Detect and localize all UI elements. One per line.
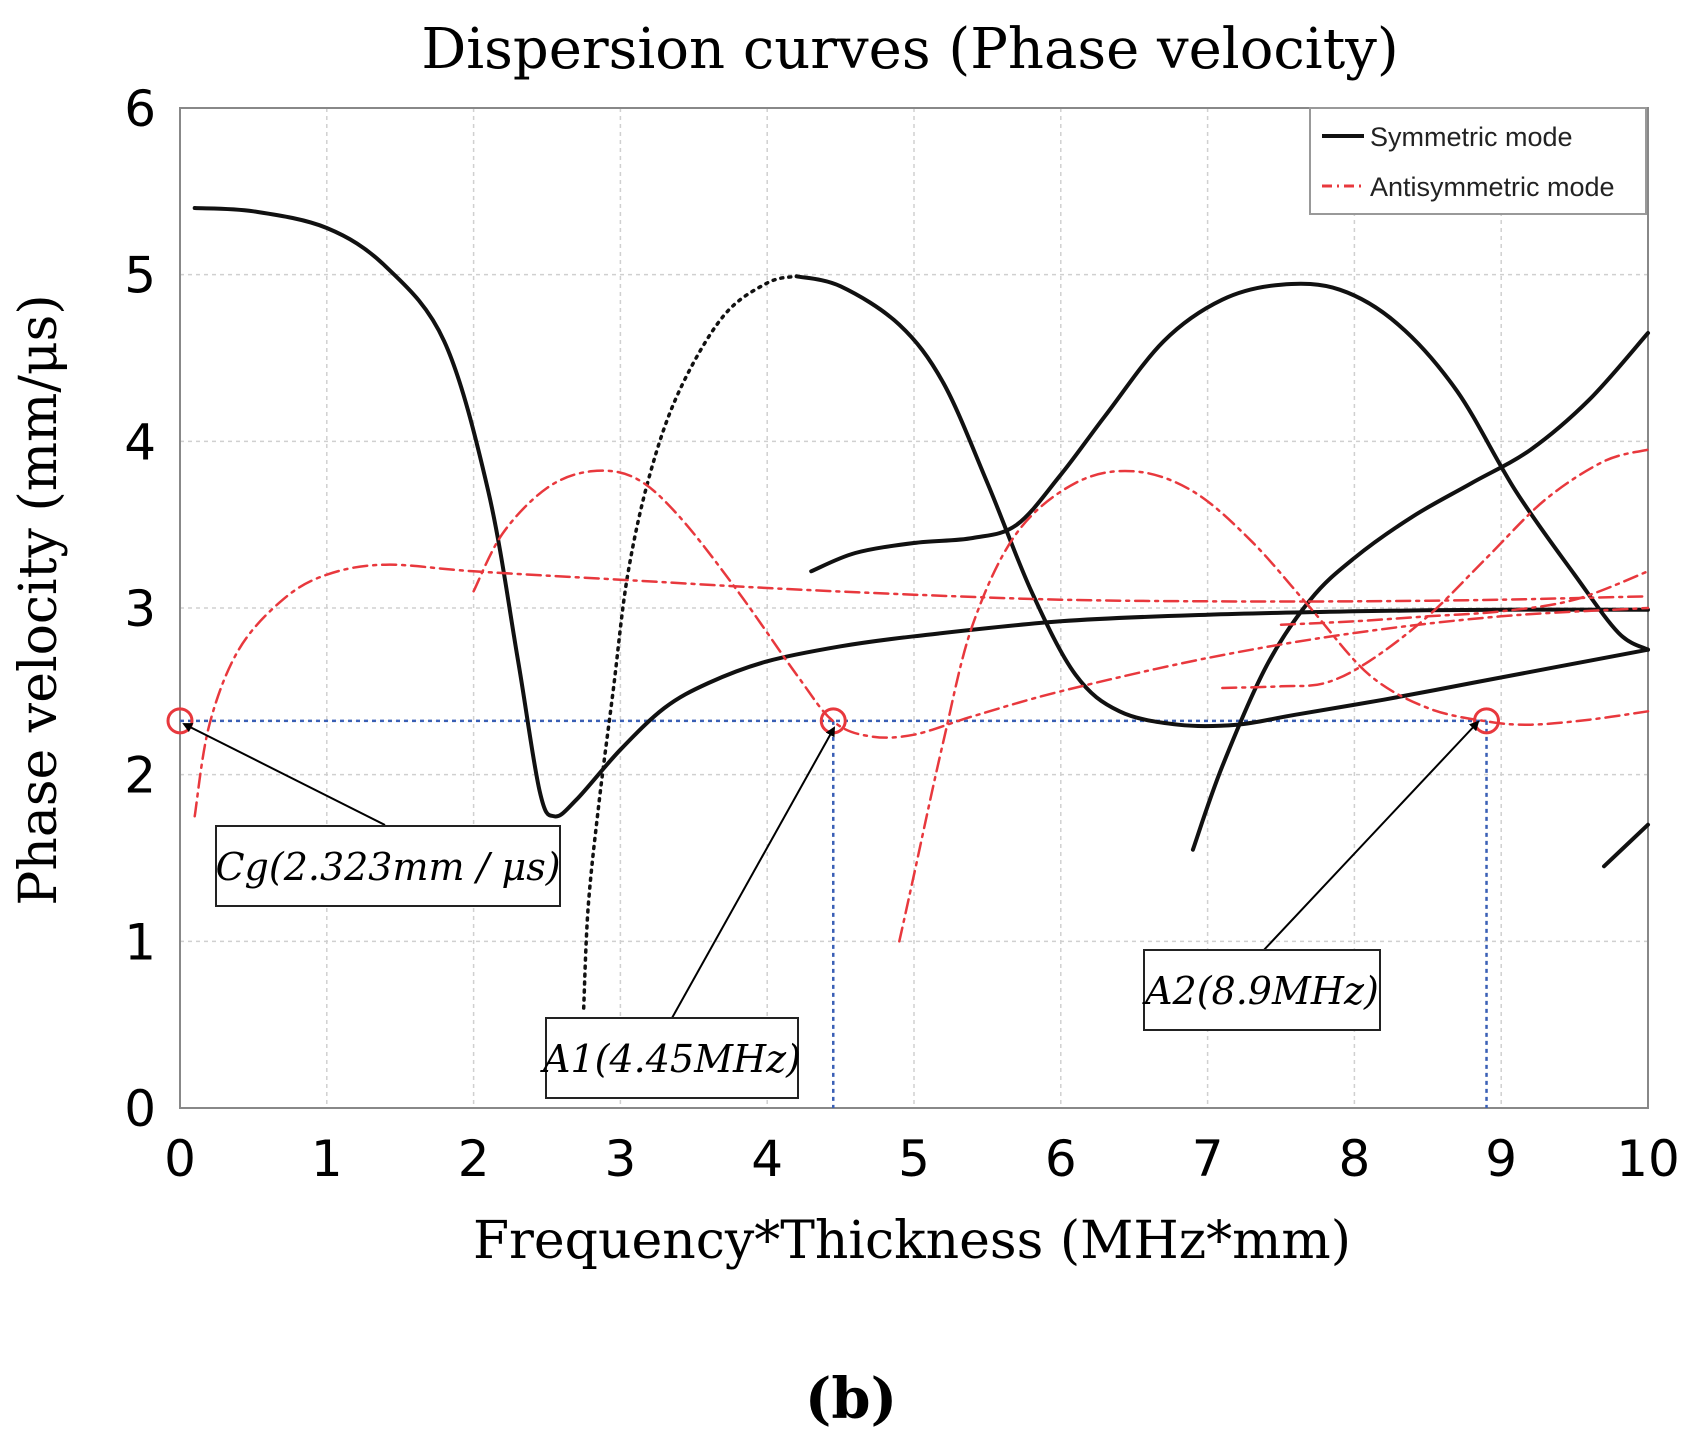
symmetric-mode-curve-4	[1190, 331, 1650, 852]
x-tick-label-2: 2	[458, 1130, 490, 1188]
x-tick-label-6: 6	[1045, 1130, 1077, 1188]
annotation-box-cg	[215, 825, 561, 907]
x-tick-label-3: 3	[604, 1130, 636, 1188]
y-tick-label-5: 5	[124, 247, 156, 305]
annotation-arrow-cg	[182, 723, 386, 826]
y-tick-label-4: 4	[124, 413, 156, 471]
highlight-marker-0	[166, 707, 194, 735]
chart-title: Dispersion curves (Phase velocity)	[421, 17, 1398, 82]
symmetric-mode-curve-5	[1602, 822, 1650, 869]
y-tick-label-2: 2	[124, 747, 156, 805]
x-tick-label-5: 5	[898, 1130, 930, 1188]
annotation-box-a1	[545, 1017, 799, 1099]
legend-box	[1309, 107, 1647, 215]
x-tick-label-7: 7	[1192, 1130, 1224, 1188]
antisymmetric-mode-curve-6	[193, 563, 1650, 818]
y-tick-label-3: 3	[124, 580, 156, 638]
antisymmetric-mode-curve-7	[472, 469, 1650, 739]
annotation-label-cg: Cg(2.323mm / μs)	[215, 845, 560, 889]
y-axis-label: Phase velocity (mm/μs)	[9, 294, 69, 905]
x-tick-label-10: 10	[1616, 1130, 1680, 1188]
antisymmetric-mode-curve-8	[898, 469, 1650, 943]
x-axis-label: Frequency*Thickness (MHz*mm)	[473, 1211, 1351, 1271]
symmetric-mode-curve-1	[581, 274, 799, 1010]
x-tick-label-9: 9	[1485, 1130, 1517, 1188]
annotations: Cg(2.323mm / μs) A1(4.45MHz) A2(8.9MHz)	[182, 720, 1480, 1099]
panel-label: (b)	[805, 1366, 897, 1432]
annotation-box-a2	[1143, 949, 1381, 1031]
symmetric-mode-curve-2	[794, 274, 1650, 729]
annotation-label-a1: A1(4.45MHz)	[540, 1037, 801, 1081]
antisymmetric-mode-curve-9	[1221, 448, 1650, 690]
antisymmetric-mode-curve-10	[1279, 570, 1650, 626]
legend-label-symmetric: Symmetric mode	[1370, 122, 1573, 152]
y-tick-label-6: 6	[124, 80, 156, 138]
dispersion-curves	[192, 206, 1650, 1010]
legend-label-antisymmetric: Antisymmetric mode	[1370, 172, 1615, 202]
annotation-arrow-a2	[1261, 720, 1480, 953]
x-tick-label-4: 4	[751, 1130, 783, 1188]
axis-ticks: 0 1 2 3 4 5 6 7 8 9 10 0 1 2 3 4 5 6	[124, 80, 1680, 1188]
symmetric-mode-curve-0	[192, 206, 1650, 819]
annotation-label-a2: A2(8.9MHz)	[1142, 969, 1379, 1013]
x-tick-label-1: 1	[311, 1130, 343, 1188]
annotation-arrow-a1	[671, 726, 835, 1019]
symmetric-mode-curve-3	[809, 281, 1650, 652]
y-tick-label-0: 0	[124, 1080, 156, 1138]
x-tick-label-0: 0	[164, 1130, 196, 1188]
y-tick-label-1: 1	[124, 913, 156, 971]
grid	[179, 107, 1649, 1109]
x-tick-label-8: 8	[1338, 1130, 1370, 1188]
reference-lines	[180, 719, 1488, 1108]
legend: Symmetric mode Antisymmetric mode	[1309, 107, 1647, 215]
